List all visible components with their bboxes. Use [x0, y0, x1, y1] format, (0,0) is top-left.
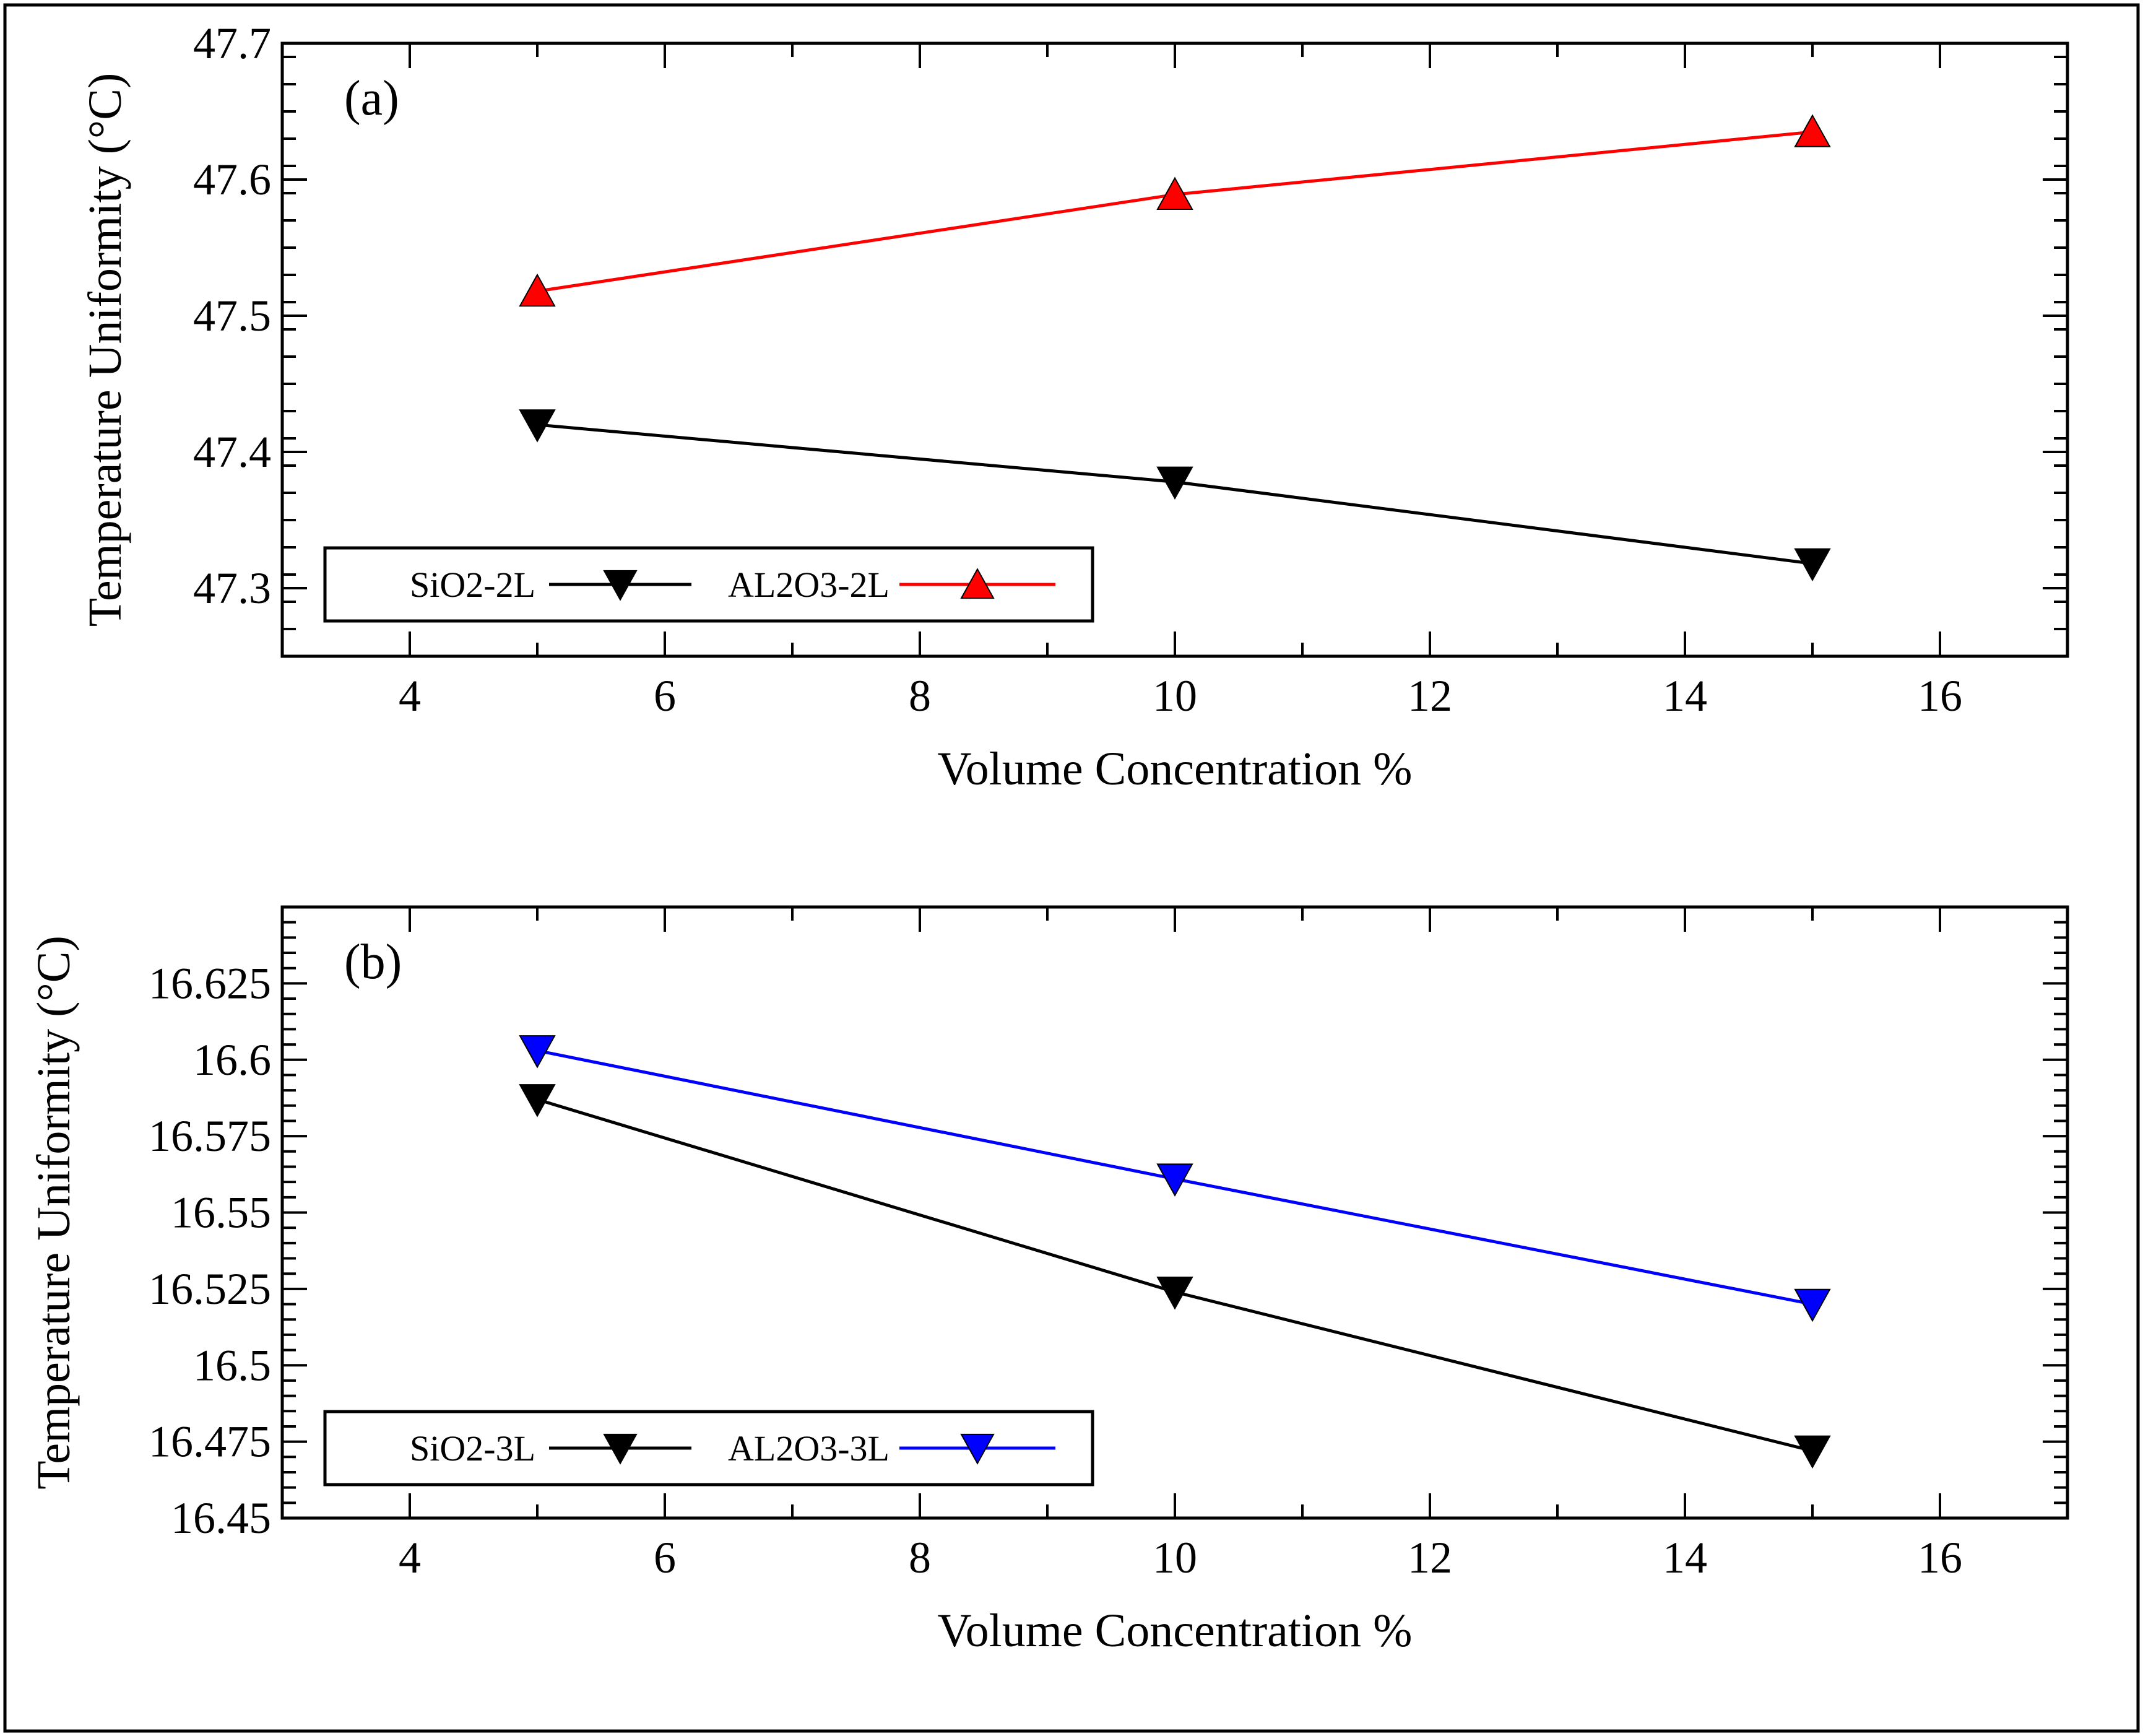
legend-marker: [603, 1433, 638, 1465]
y-tick-label: 47.3: [193, 563, 271, 613]
data-point: [519, 409, 556, 443]
x-tick-label: 10: [1153, 671, 1197, 721]
y-tick-label: 47.6: [193, 155, 271, 204]
legend-marker: [603, 570, 638, 601]
x-tick-label: 12: [1408, 671, 1452, 721]
data-point: [519, 1035, 556, 1069]
y-tick-label: 16.575: [149, 1111, 271, 1161]
x-tick-label: 8: [909, 671, 931, 721]
x-tick-label: 14: [1663, 1533, 1707, 1582]
x-tick-label: 4: [399, 1533, 421, 1582]
y-axis-label: Temperature Uniformity (°C): [79, 73, 131, 627]
x-axis-label: Volume Concentration %: [938, 743, 1413, 795]
data-point: [1794, 1288, 1831, 1322]
x-axis-label: Volume Concentration %: [938, 1605, 1413, 1657]
x-tick-label: 14: [1663, 671, 1707, 721]
y-tick-label: 16.525: [149, 1264, 271, 1314]
legend-label: SiO2-3L: [410, 1428, 535, 1469]
y-tick-label: 47.4: [193, 427, 271, 477]
chart-panel-a: 4 6 8 10 12 14 16 47.3 47.4 47.5 47.6 47.7 Volume Co…: [79, 19, 2069, 795]
y-tick-label: 16.6: [193, 1035, 271, 1085]
data-point: [1156, 176, 1193, 210]
data-point: [1794, 1435, 1831, 1469]
x-tick-label: 16: [1918, 1533, 1962, 1582]
data-point: [519, 1084, 556, 1118]
legend-label: AL2O3-2L: [728, 565, 890, 605]
y-tick-label: 16.55: [171, 1188, 271, 1238]
legend-label: SiO2-2L: [410, 565, 535, 605]
y-tick-label: 16.5: [193, 1340, 271, 1390]
legend-label: AL2O3-3L: [728, 1428, 890, 1469]
y-tick-label: 47.5: [193, 291, 271, 341]
data-point: [1794, 548, 1831, 582]
data-point: [519, 273, 556, 307]
y-tick-label: 47.7: [193, 19, 271, 68]
x-tick-label: 6: [654, 1533, 676, 1582]
y-tick-label: 16.625: [149, 958, 271, 1008]
x-tick-label: 10: [1153, 1533, 1197, 1582]
chart-panel-b: 4 6 8 10 12 14 16 16.45 16.475 16.5 16.525 16.55 16.…: [28, 905, 2069, 1657]
x-tick-label: 12: [1408, 1533, 1452, 1582]
panel-label: (b): [344, 935, 402, 989]
legend-box: [323, 1410, 1094, 1486]
y-axis-label: Temperature Uniformity (°C): [28, 935, 80, 1490]
x-tick-label: 6: [654, 671, 676, 721]
data-point: [1156, 1163, 1193, 1197]
legend-marker: [960, 1433, 995, 1465]
data-point: [1794, 114, 1831, 147]
data-point: [1156, 1277, 1193, 1310]
panel-label: (a): [344, 71, 399, 126]
x-tick-label: 8: [909, 1533, 931, 1582]
y-tick-label: 16.475: [149, 1417, 271, 1467]
legend-marker: [960, 568, 995, 599]
x-tick-label: 16: [1918, 671, 1962, 721]
data-point: [1156, 466, 1193, 500]
y-tick-label: 16.45: [171, 1493, 271, 1543]
x-tick-label: 4: [399, 671, 421, 721]
